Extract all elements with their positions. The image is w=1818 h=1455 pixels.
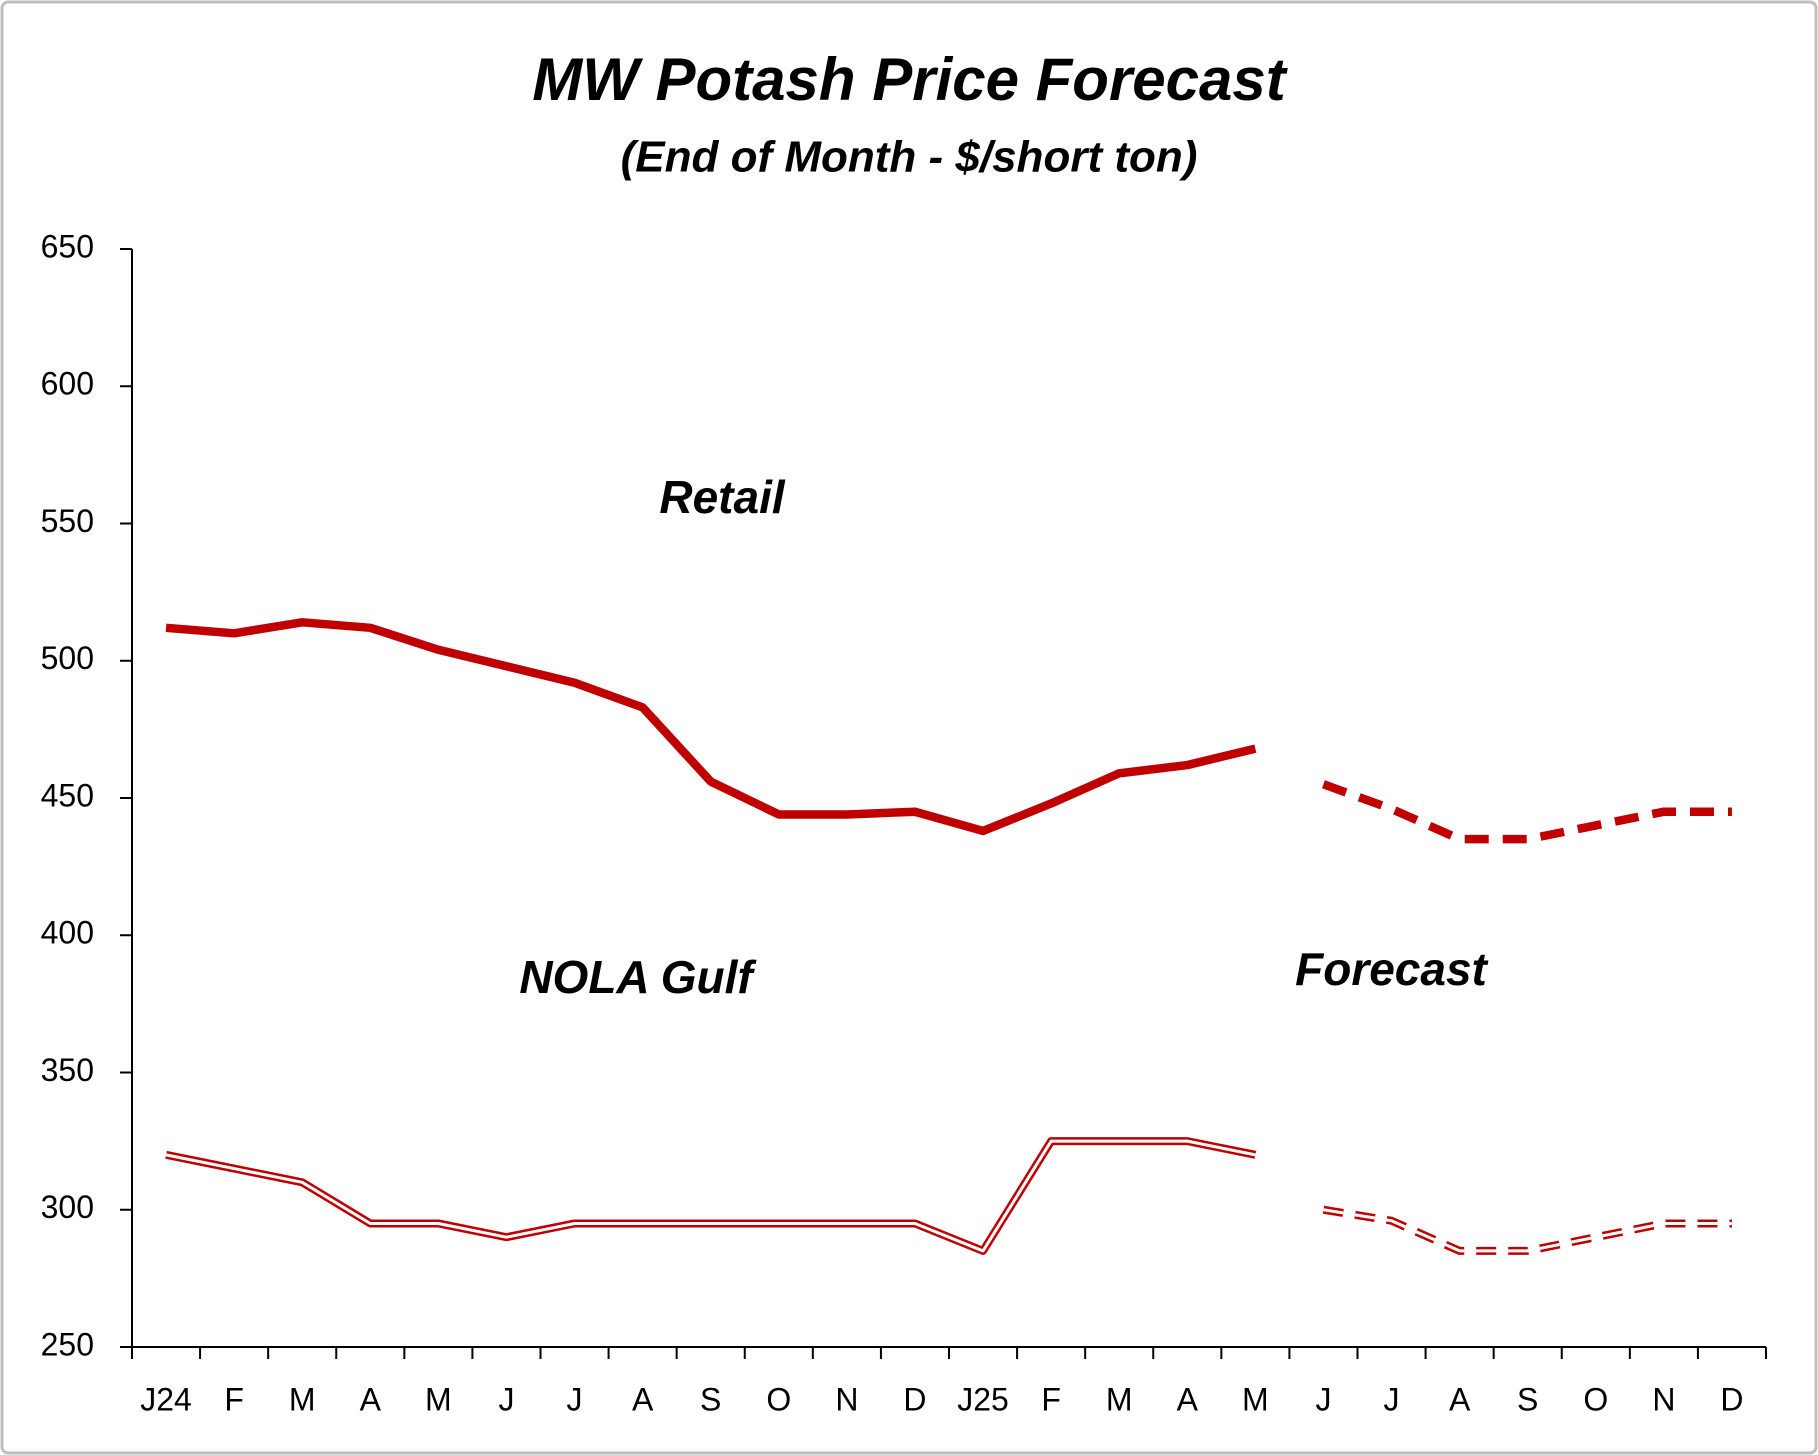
y-tick-label: 650 bbox=[41, 228, 94, 264]
y-tick-label: 400 bbox=[41, 915, 94, 951]
x-tick-label: F bbox=[1041, 1381, 1061, 1417]
y-tick-label: 250 bbox=[41, 1326, 94, 1362]
x-tick-label: J bbox=[1384, 1381, 1400, 1417]
x-tick-label: N bbox=[1652, 1381, 1675, 1417]
x-tick-label: M bbox=[1106, 1381, 1133, 1417]
x-tick-label: J bbox=[498, 1381, 514, 1417]
x-tick-label: M bbox=[289, 1381, 316, 1417]
x-tick-label: A bbox=[632, 1381, 654, 1417]
chart-subtitle: (End of Month - $/short ton) bbox=[621, 133, 1198, 182]
x-tick-label: M bbox=[425, 1381, 452, 1417]
y-tick-label: 600 bbox=[41, 366, 94, 402]
y-tick-label: 450 bbox=[41, 777, 94, 813]
x-tick-label: M bbox=[1242, 1381, 1269, 1417]
series-line-inner bbox=[1323, 1208, 1732, 1253]
x-tick-label: A bbox=[1449, 1381, 1471, 1417]
x-tick-label: A bbox=[360, 1381, 382, 1417]
chart-title: MW Potash Price Forecast bbox=[532, 46, 1289, 113]
series-line bbox=[1322, 780, 1732, 844]
series-line-inner bbox=[165, 1139, 1256, 1253]
x-tick-label: J24 bbox=[140, 1381, 192, 1417]
x-tick-label: J bbox=[567, 1381, 583, 1417]
x-tick-label: D bbox=[1720, 1381, 1743, 1417]
y-tick-label: 500 bbox=[41, 640, 94, 676]
annotation: NOLA Gulf bbox=[519, 951, 757, 1003]
x-tick-label: O bbox=[1583, 1381, 1608, 1417]
x-tick-label: J bbox=[1315, 1381, 1331, 1417]
x-tick-label: A bbox=[1177, 1381, 1199, 1417]
y-tick-label: 300 bbox=[41, 1189, 94, 1225]
x-tick-label: N bbox=[835, 1381, 858, 1417]
y-tick-label: 550 bbox=[41, 503, 94, 539]
x-tick-label: O bbox=[766, 1381, 791, 1417]
y-tick-label: 350 bbox=[41, 1052, 94, 1088]
x-tick-label: J25 bbox=[957, 1381, 1009, 1417]
x-tick-label: S bbox=[1517, 1381, 1538, 1417]
x-tick-label: F bbox=[224, 1381, 244, 1417]
series-line bbox=[165, 618, 1257, 836]
x-tick-label: S bbox=[700, 1381, 721, 1417]
annotation: Forecast bbox=[1295, 943, 1488, 995]
x-tick-label: D bbox=[903, 1381, 926, 1417]
annotation: Retail bbox=[659, 471, 785, 523]
